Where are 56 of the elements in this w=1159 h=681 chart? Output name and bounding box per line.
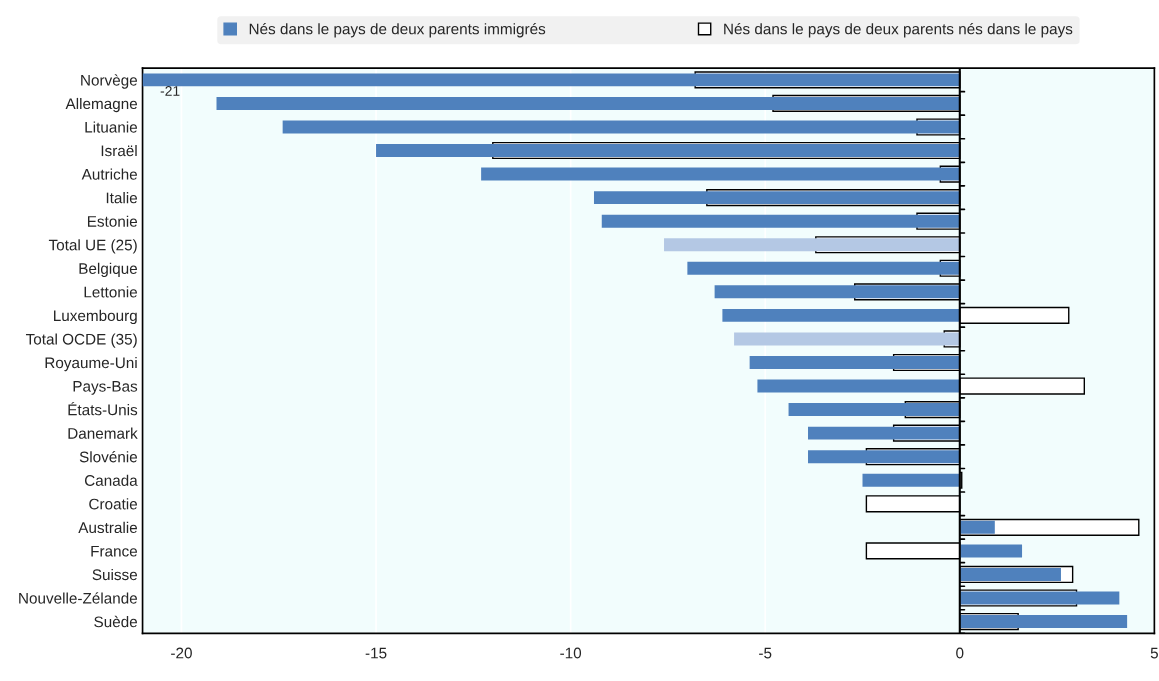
bar [722,308,960,322]
y-tick-label: États-Unis [68,401,138,416]
bar [601,214,960,228]
bar [714,285,960,299]
y-tick-label: Danemark [68,427,138,439]
bar [959,567,1061,581]
y-tick-label: Suisse [92,568,138,581]
bar [959,544,1023,558]
x-tick-label: 5 [1150,647,1158,659]
bar [808,450,960,464]
y-tick-label: Autriche [81,168,138,180]
y-tick-label: Italie [106,192,138,204]
x-tick-label: -15 [365,647,387,659]
bar [959,591,1120,605]
y-tick-label: Nouvelle-Zélande [19,592,138,604]
y-tick-label: Lituanie [85,121,138,133]
legend-label: Nés dans le pays de deux parents nés dans le pays [724,22,1073,38]
y-tick-label: Royaume-Uni [45,356,137,372]
y-tick-label: Total OCDE (35) [25,333,137,348]
y-tick-label: Slovénie [79,450,138,463]
y-tick-label: Luxembourg [54,309,137,325]
x-tick-label: -20 [171,647,192,659]
bar [959,520,995,534]
y-tick-label: Suède [94,615,138,628]
bar [216,96,960,110]
y-tick-label: Pays-Bas [73,381,138,395]
bar [757,379,960,393]
x-tick-label: -10 [560,647,582,659]
bar [808,426,960,440]
y-tick-label: Australie [78,521,138,534]
x-tick-label: 0 [956,647,964,659]
y-tick-label: Lettonie [84,286,138,298]
y-tick-label: Israël [101,144,137,157]
y-tick-label: Canada [84,474,138,486]
bar [282,120,960,134]
bar [664,238,960,252]
data-label: -21 [160,86,180,96]
bar [593,191,960,205]
y-tick-label: Estonie [87,215,138,227]
y-tick-label: Belgique [79,262,138,277]
legend-label: Nés dans le pays de deux parents immigrés [249,22,546,38]
bar [142,73,960,87]
y-tick-label: France [91,545,138,557]
bar [734,332,960,346]
y-tick-label: Allemagne [65,97,138,113]
bar [788,403,960,417]
bar [687,261,960,275]
bar [376,144,960,158]
y-tick-label: Croatie [89,498,138,510]
y-tick-label: Norvège [81,74,138,89]
bar [481,167,960,181]
x-tick-label: -5 [759,647,772,659]
bar [959,615,1128,629]
y-tick-label: Total UE (25) [48,239,137,254]
bar [749,356,960,369]
bar [862,473,960,487]
